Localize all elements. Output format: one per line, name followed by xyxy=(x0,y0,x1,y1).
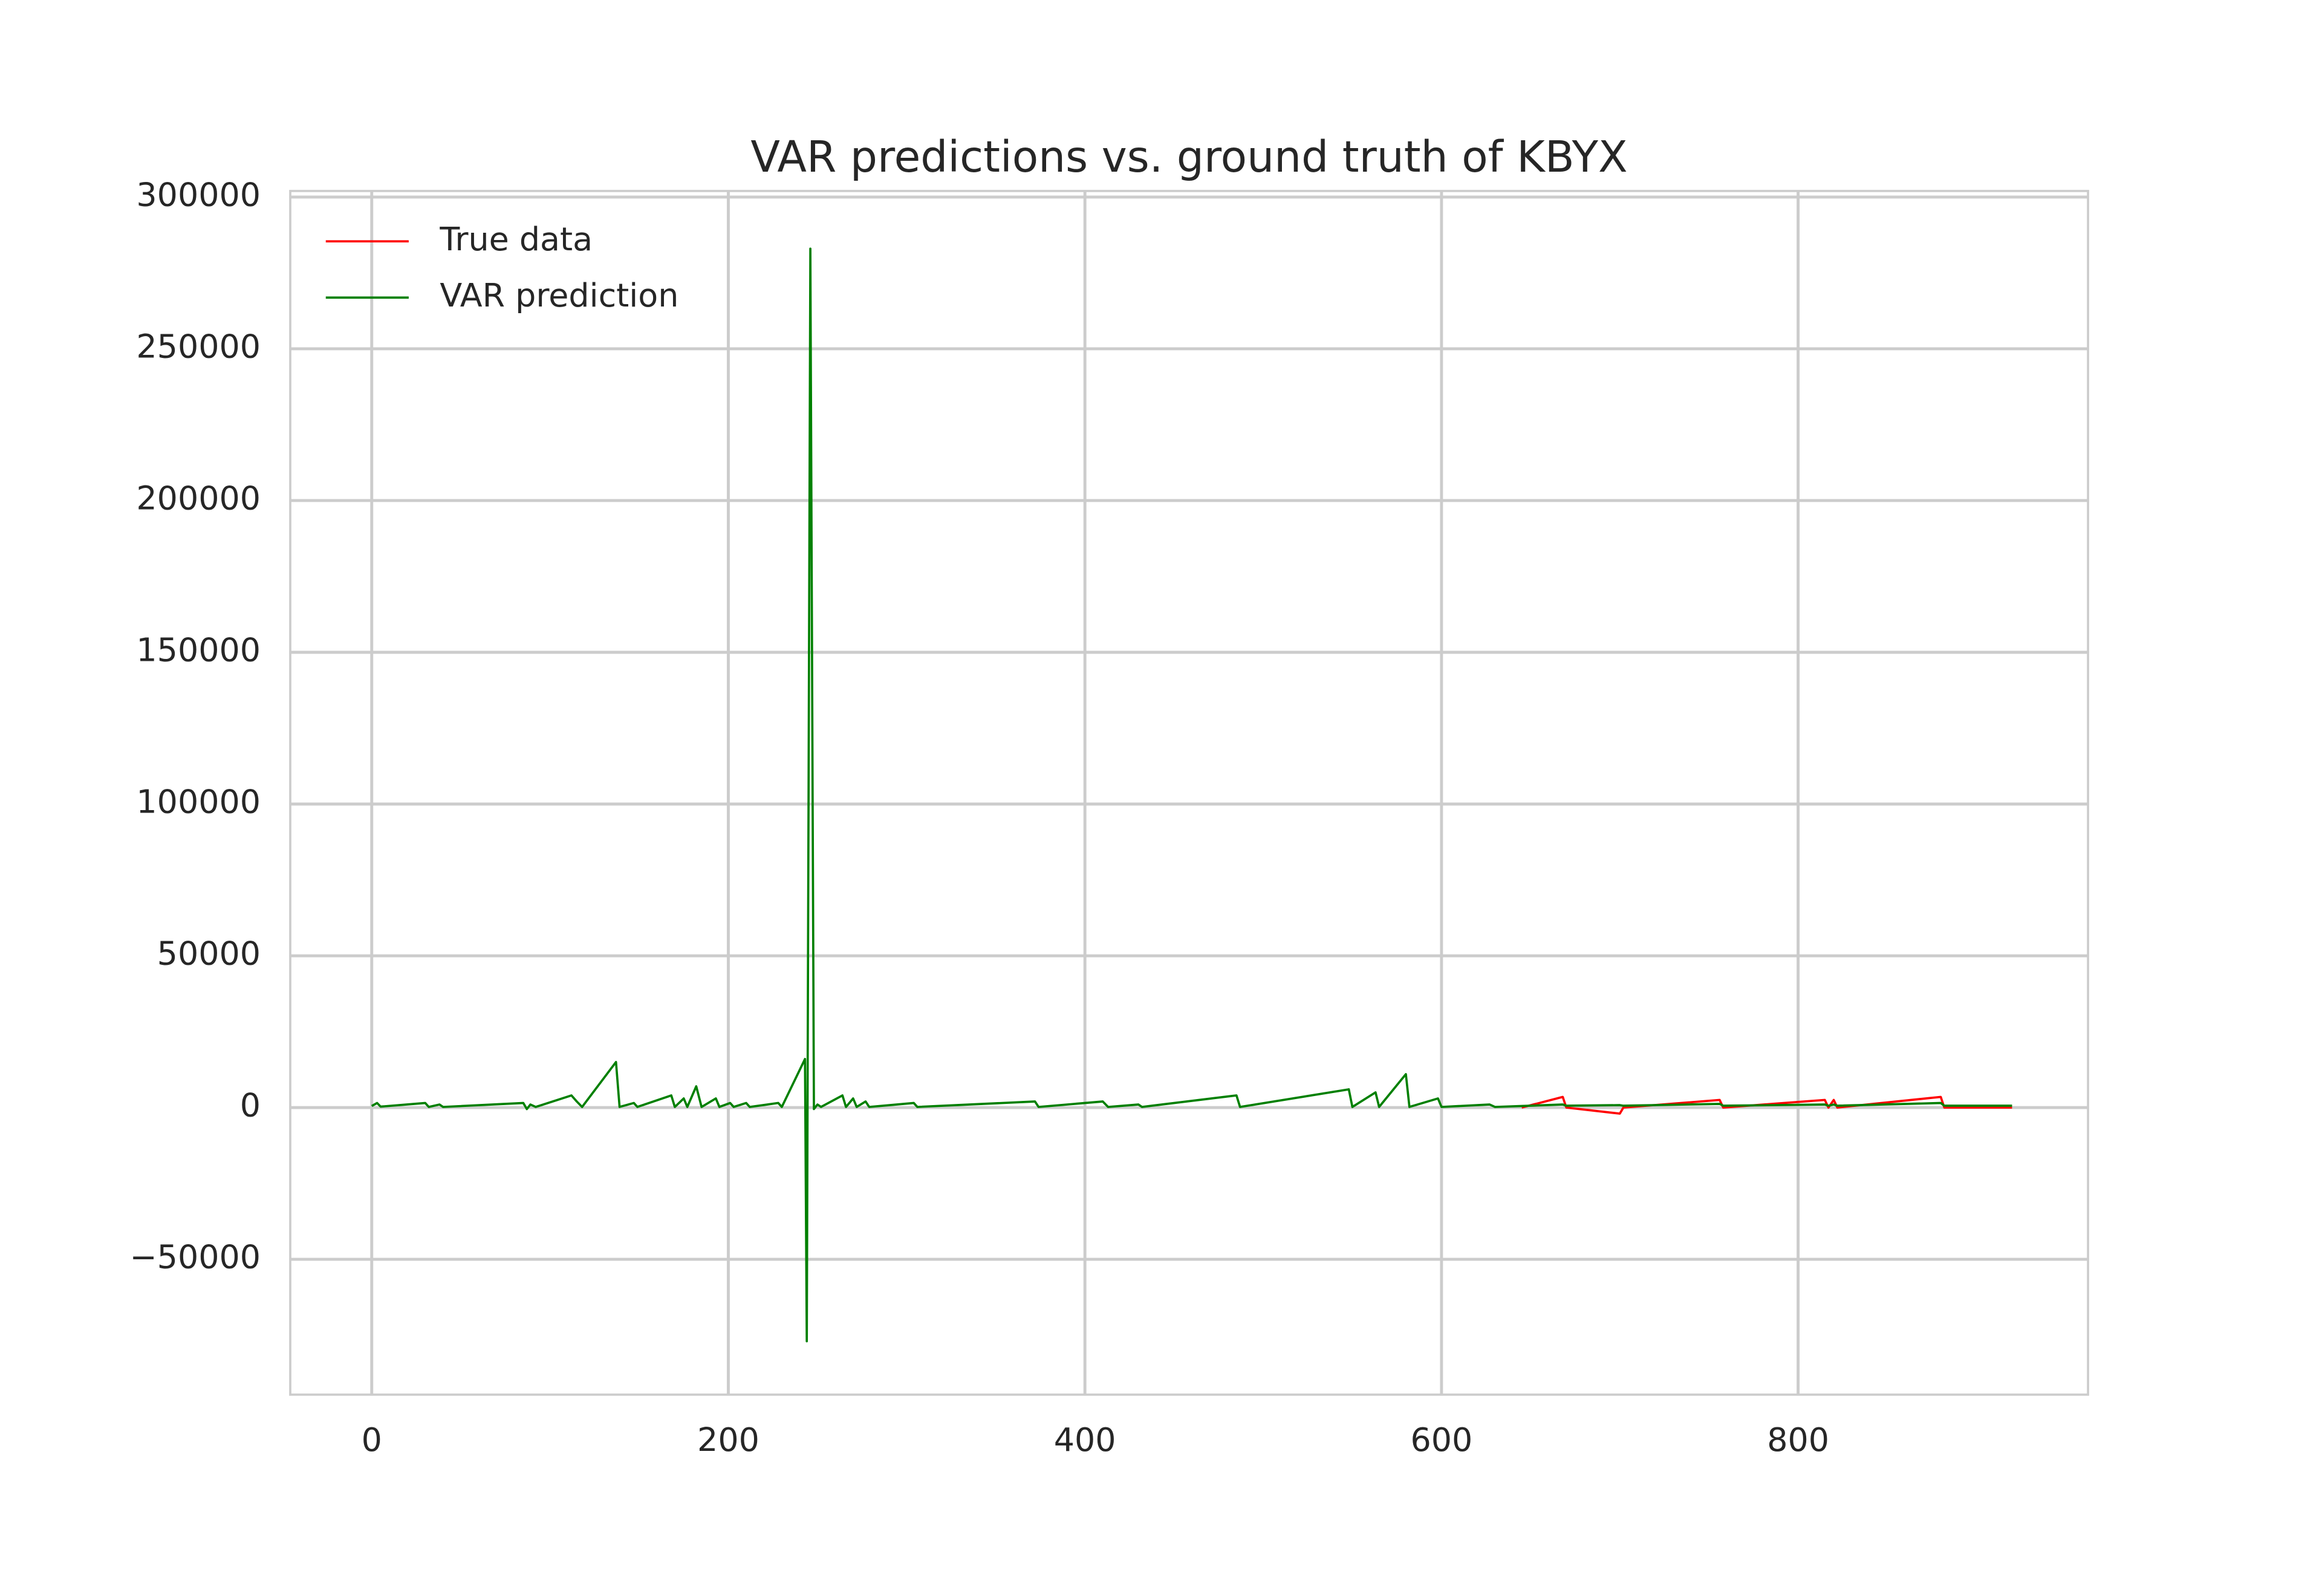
x-tick-label: 800 xyxy=(1767,1421,1829,1459)
y-tick-label: 100000 xyxy=(136,783,261,821)
x-tick-label: 200 xyxy=(697,1421,759,1459)
chart-title: VAR predictions vs. ground truth of KBYX xyxy=(750,132,1627,182)
legend-label: True data xyxy=(439,220,593,258)
y-tick-label: 150000 xyxy=(136,631,261,669)
data-line xyxy=(1521,1095,2012,1115)
y-tick-label: 250000 xyxy=(136,328,261,366)
plot-frame xyxy=(289,190,2089,1396)
x-tick-label: 400 xyxy=(1054,1421,1116,1459)
y-tick-label: 0 xyxy=(240,1086,261,1124)
y-tick-label: −50000 xyxy=(130,1238,261,1276)
data-line xyxy=(371,247,2012,1343)
legend-label: VAR prediction xyxy=(440,276,678,314)
y-tick-label: 300000 xyxy=(136,176,261,214)
y-tick-label: 50000 xyxy=(157,935,261,973)
x-tick-label: 600 xyxy=(1410,1421,1472,1459)
y-tick-label: 200000 xyxy=(136,479,261,517)
x-tick-label: 0 xyxy=(362,1421,382,1459)
